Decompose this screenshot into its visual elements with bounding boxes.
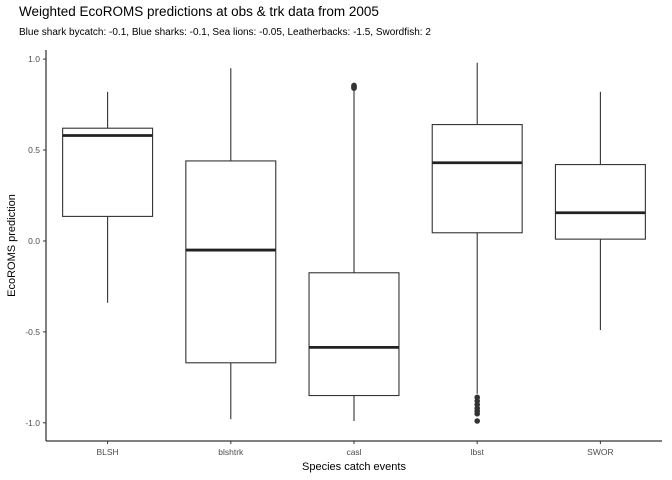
- box-iqr: [554, 164, 646, 240]
- x-tick-label: casl: [346, 447, 361, 457]
- y-axis-title: EcoROMS prediction: [6, 194, 18, 297]
- outlier-point: [351, 82, 357, 89]
- boxes-layer: [62, 62, 646, 424]
- chart-title: Weighted EcoROMS predictions at obs & tr…: [19, 4, 379, 19]
- y-tick-label: 0.5: [28, 145, 40, 155]
- box-BLSH: [62, 91, 154, 303]
- box-iqr: [185, 160, 277, 364]
- x-axis-title: Species catch events: [302, 461, 406, 473]
- y-axis: -1.0 -0.5 0.0 0.5 1.0: [25, 50, 47, 441]
- x-tick-label: lbst: [471, 447, 485, 457]
- outlier-point: [474, 418, 481, 424]
- x-tick-label: BLSH: [96, 447, 118, 457]
- box-casl: [308, 82, 400, 421]
- box-iqr: [308, 272, 400, 397]
- x-axis: BLSH blshtrk casl lbst SWOR: [46, 440, 662, 457]
- box-iqr: [62, 127, 154, 217]
- box-lbst: [431, 62, 523, 424]
- y-tick-label: -1.0: [25, 418, 40, 428]
- x-tick-label: blshtrk: [218, 447, 244, 457]
- x-tick-label: SWOR: [587, 447, 613, 457]
- box-blshtrk: [185, 68, 277, 420]
- box-SWOR: [554, 91, 646, 331]
- box-iqr: [431, 124, 523, 234]
- y-tick-label: 0.0: [28, 236, 40, 246]
- y-tick-label: 1.0: [28, 54, 40, 64]
- outlier-point: [474, 410, 481, 417]
- chart-subtitle: Blue shark bycatch: -0.1, Blue sharks: -…: [19, 27, 431, 38]
- y-tick-label: -0.5: [25, 327, 40, 337]
